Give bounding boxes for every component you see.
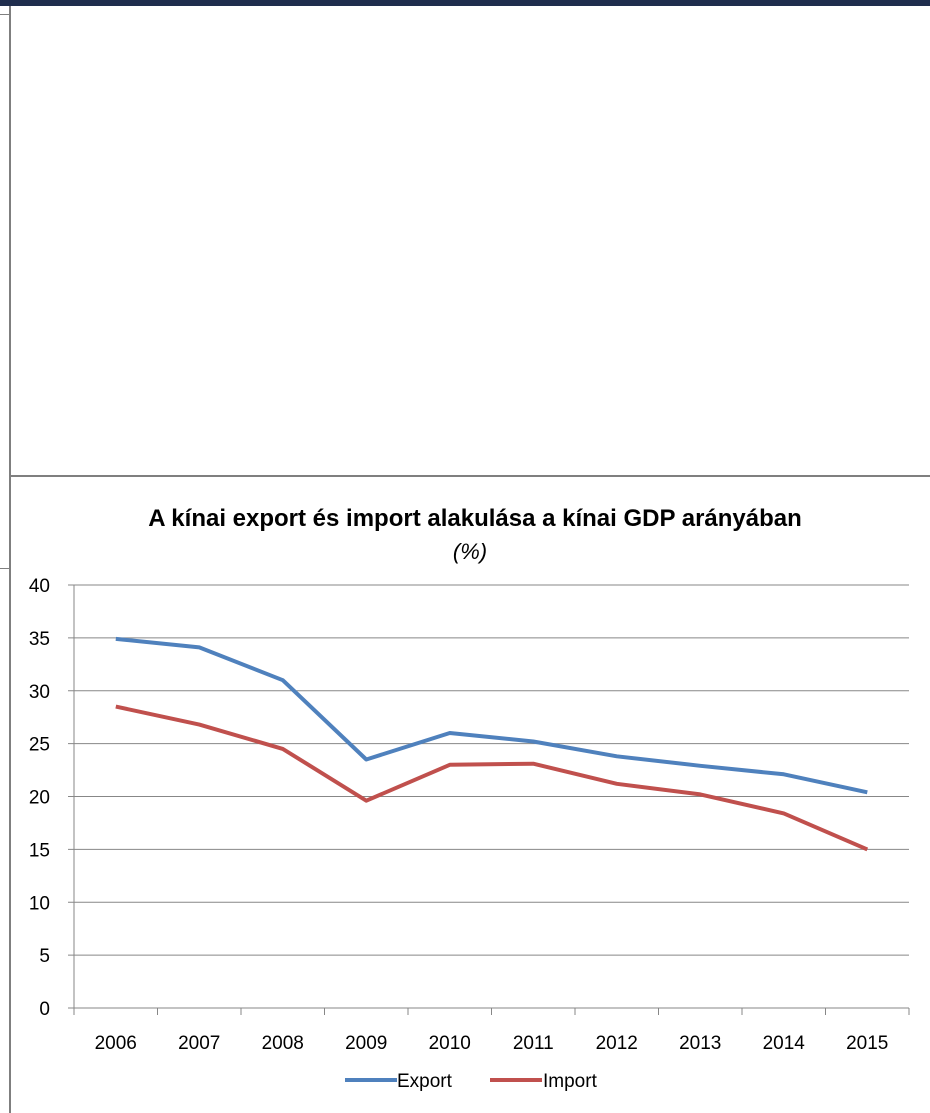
x-tick-label: 2012	[596, 1033, 638, 1054]
legend-label-export: Export	[397, 1071, 453, 1092]
x-tick-label: 2014	[763, 1033, 806, 1054]
y-tick-label: 30	[29, 682, 50, 703]
y-tick-label: 25	[29, 735, 50, 756]
series-lines	[115, 636, 869, 852]
x-tick-label: 2010	[429, 1033, 471, 1054]
left-tick-mark	[0, 14, 9, 15]
y-tick-label: 15	[29, 840, 50, 861]
section-divider	[9, 475, 930, 477]
y-tick-label: 5	[39, 946, 50, 967]
x-tick-label: 2011	[513, 1033, 554, 1054]
legend: Export Import	[345, 1071, 598, 1092]
x-tick-label: 2007	[178, 1033, 220, 1054]
top-border	[0, 0, 930, 6]
series-line-import	[115, 704, 869, 852]
axes	[68, 584, 910, 1015]
y-tick-label: 35	[29, 629, 50, 650]
gridlines	[74, 584, 909, 956]
x-tick-label: 2008	[262, 1033, 304, 1054]
left-border	[9, 6, 11, 1113]
x-tick-label: 2015	[846, 1033, 888, 1054]
x-tick-label: 2009	[345, 1033, 387, 1054]
y-tick-label: 20	[29, 788, 50, 809]
left-tick-mark	[0, 568, 9, 569]
y-tick-label: 10	[29, 893, 50, 914]
chart-subtitle: (%)	[453, 539, 487, 564]
series-line-export	[115, 636, 868, 795]
legend-label-import: Import	[543, 1071, 598, 1092]
x-tick-label: 2006	[95, 1033, 137, 1054]
x-tick-label: 2013	[679, 1033, 721, 1054]
chart-title: A kínai export és import alakulása a kín…	[148, 505, 802, 532]
y-tick-label: 0	[39, 999, 50, 1020]
y-axis-tick-labels: 0 5 10 15 20 25 30 35 40	[29, 576, 50, 1020]
y-tick-label: 40	[29, 576, 50, 597]
x-axis-tick-labels: 2006 2007 2008 2009 2010 2011 2012 2013 2014 2015	[95, 1033, 889, 1054]
